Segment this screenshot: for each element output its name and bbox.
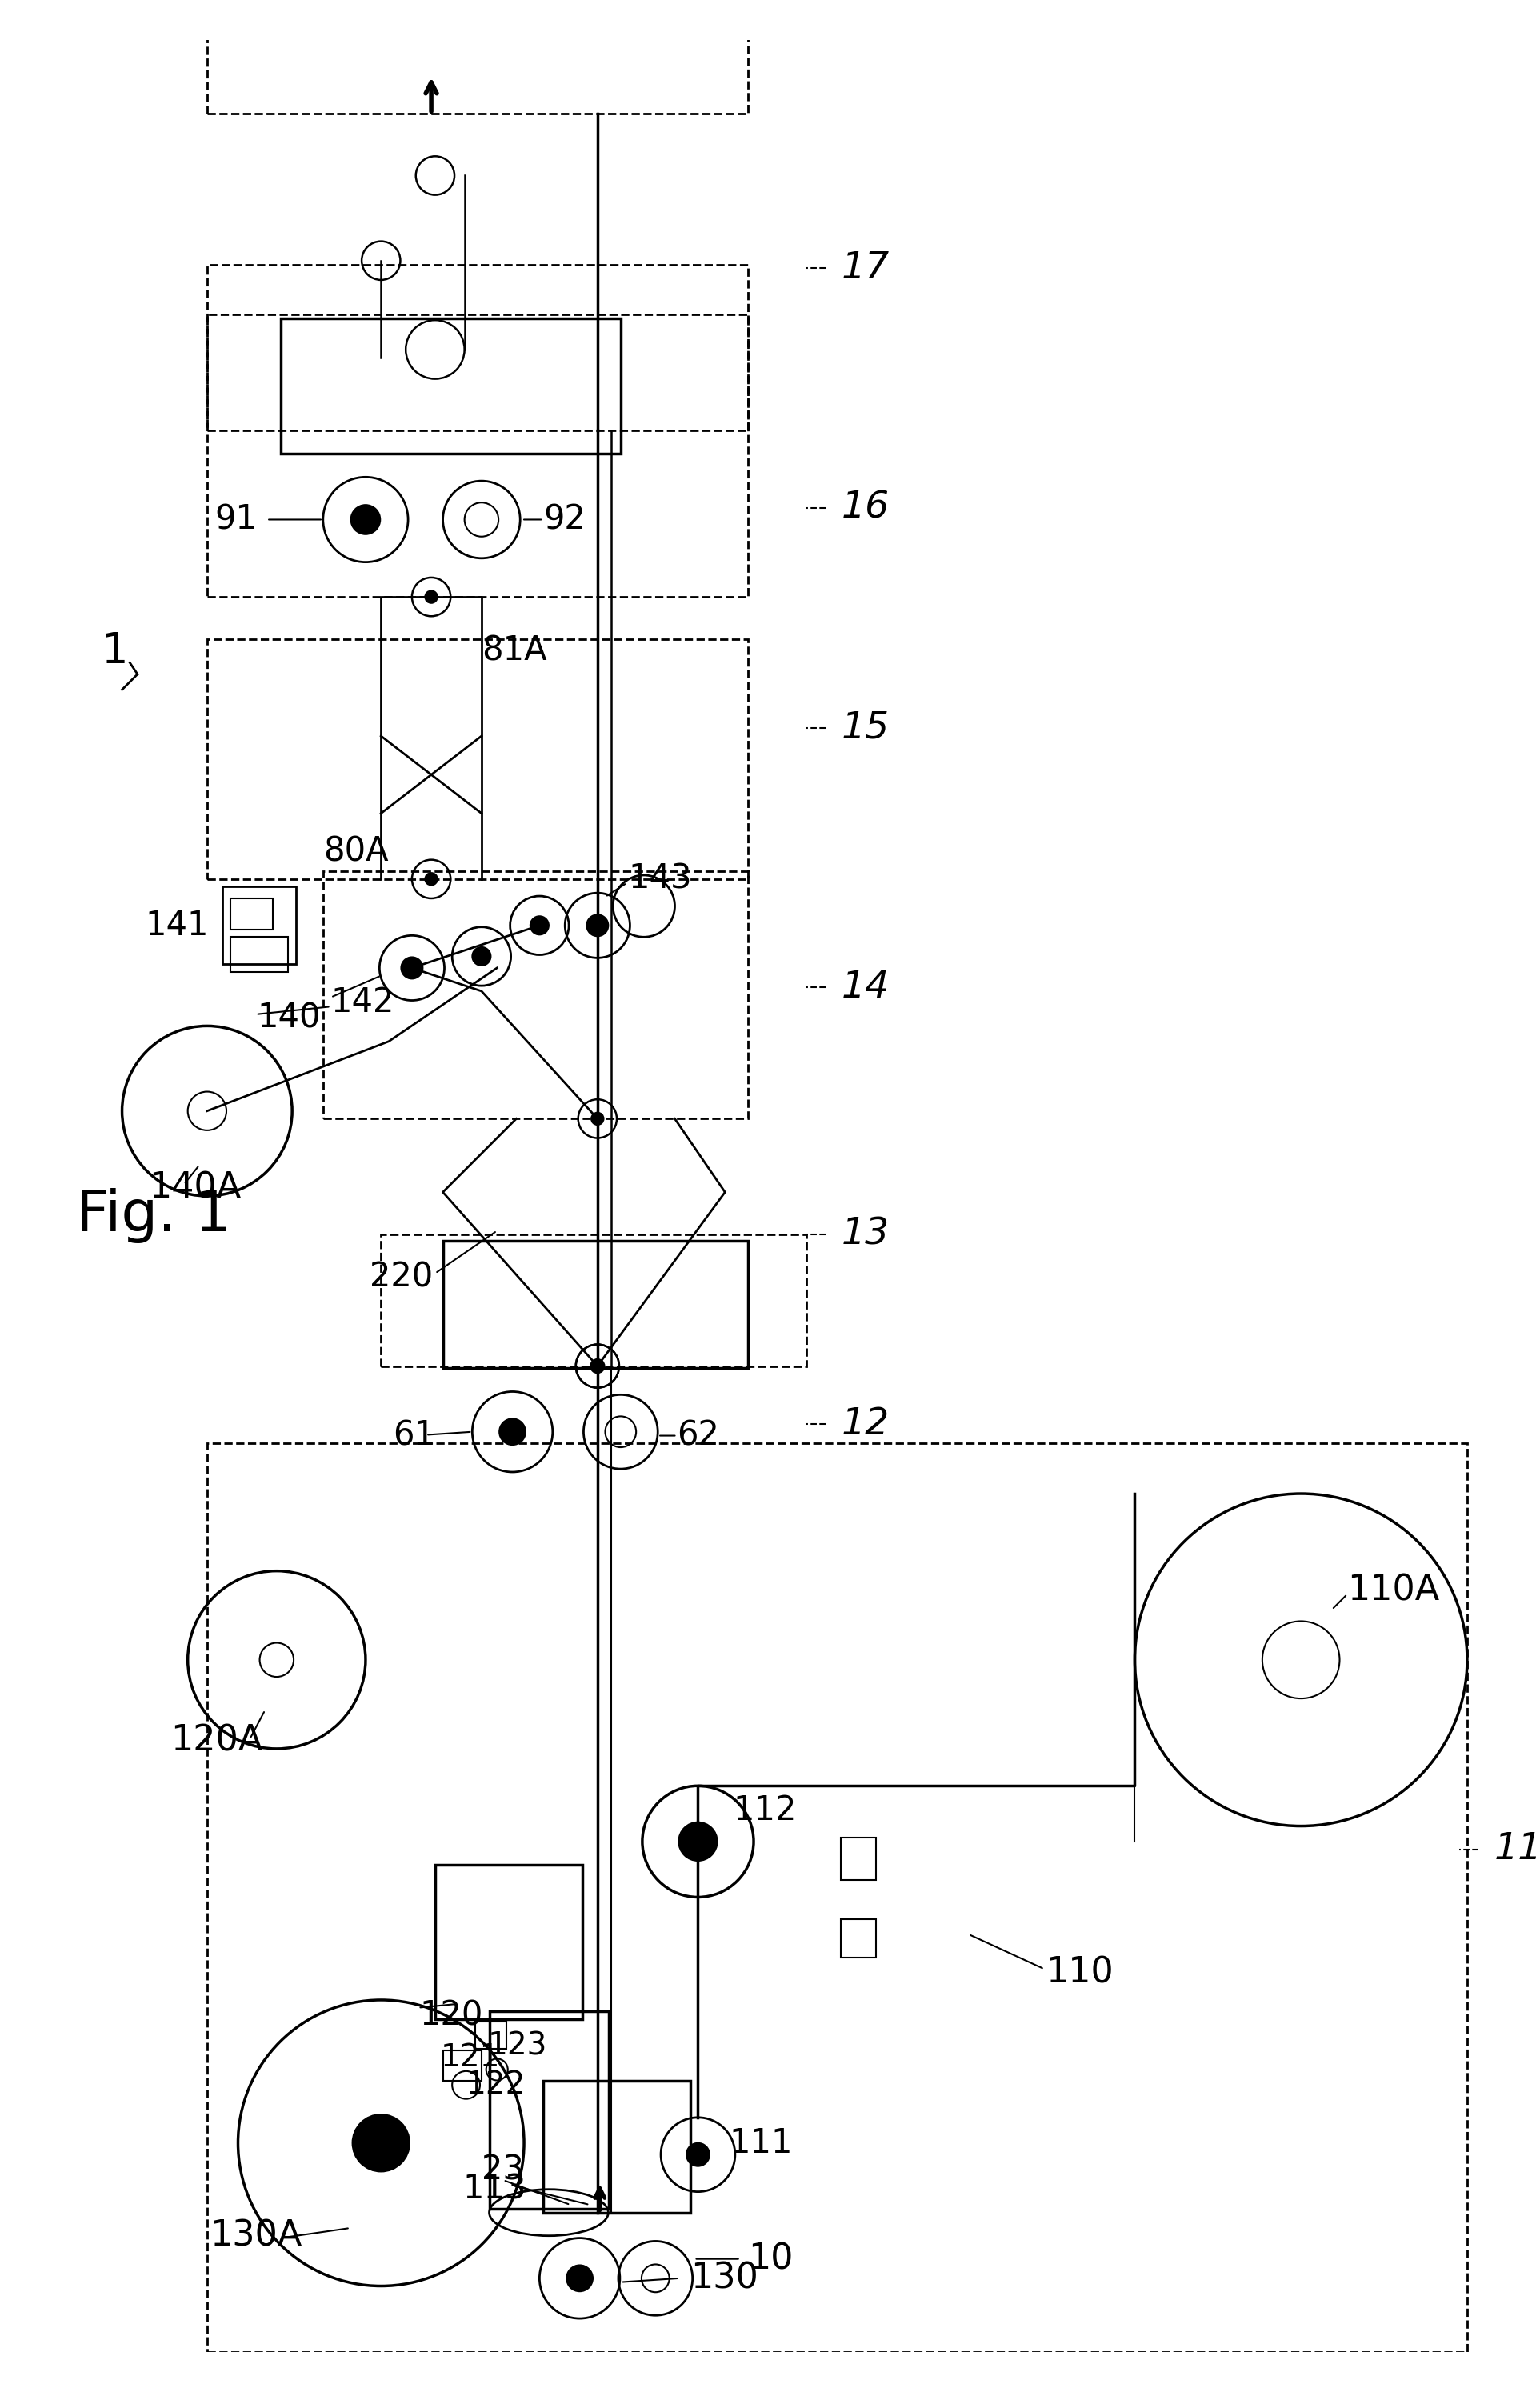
Text: 1: 1 bbox=[102, 629, 128, 672]
Text: 17: 17 bbox=[841, 251, 889, 287]
Text: 120: 120 bbox=[420, 2000, 484, 2033]
Bar bbox=[444, 1241, 748, 1368]
Text: 120A: 120A bbox=[171, 1725, 263, 1758]
Bar bbox=[206, 639, 748, 878]
Bar bbox=[544, 2081, 690, 2213]
Bar bbox=[436, 1866, 582, 2019]
Text: Fig. 1: Fig. 1 bbox=[75, 1189, 231, 1244]
Circle shape bbox=[565, 2265, 593, 2292]
Text: 122: 122 bbox=[467, 2069, 525, 2100]
Text: 11: 11 bbox=[1494, 1832, 1540, 1868]
Bar bbox=[444, 2050, 482, 2081]
Text: 130: 130 bbox=[690, 2260, 758, 2296]
Text: 61: 61 bbox=[393, 1418, 434, 1452]
Circle shape bbox=[425, 873, 439, 885]
Text: 111: 111 bbox=[728, 2126, 793, 2160]
Circle shape bbox=[400, 957, 424, 981]
Text: 81A: 81A bbox=[482, 634, 547, 667]
Bar bbox=[231, 938, 288, 971]
Bar bbox=[280, 318, 621, 454]
Bar bbox=[206, 1442, 1468, 2351]
Text: 10: 10 bbox=[748, 2241, 793, 2277]
Circle shape bbox=[425, 591, 439, 603]
Text: 12: 12 bbox=[841, 1406, 889, 1442]
Circle shape bbox=[530, 916, 550, 935]
Bar bbox=[206, 316, 748, 598]
Circle shape bbox=[499, 1418, 527, 1445]
Circle shape bbox=[471, 947, 491, 966]
Bar bbox=[841, 1837, 876, 1880]
Circle shape bbox=[350, 505, 380, 536]
Text: 130A: 130A bbox=[209, 2217, 302, 2253]
Bar bbox=[231, 899, 273, 930]
Circle shape bbox=[585, 914, 608, 938]
Text: 141: 141 bbox=[145, 909, 208, 942]
Text: 62: 62 bbox=[678, 1418, 719, 1452]
Circle shape bbox=[685, 2143, 710, 2167]
Bar bbox=[476, 2021, 507, 2048]
Circle shape bbox=[590, 1359, 605, 1373]
Bar bbox=[841, 1918, 876, 1957]
Text: 13: 13 bbox=[841, 1218, 889, 1253]
Text: 220: 220 bbox=[370, 1261, 433, 1294]
Bar bbox=[380, 1234, 807, 1366]
Text: 91: 91 bbox=[216, 502, 257, 536]
Circle shape bbox=[351, 2115, 410, 2172]
Text: 142: 142 bbox=[331, 986, 394, 1019]
Text: 123: 123 bbox=[488, 2031, 547, 2062]
Text: 113: 113 bbox=[464, 2172, 527, 2205]
Text: 121: 121 bbox=[440, 2043, 500, 2074]
Text: 140: 140 bbox=[257, 1002, 320, 1036]
Text: 92: 92 bbox=[544, 502, 585, 536]
Text: 110: 110 bbox=[1046, 1957, 1113, 1990]
Text: 110A: 110A bbox=[1348, 1574, 1440, 1607]
Circle shape bbox=[678, 1820, 718, 1861]
Text: 140A: 140A bbox=[149, 1172, 242, 1206]
Text: 16: 16 bbox=[841, 490, 889, 526]
Bar bbox=[323, 871, 748, 1119]
Circle shape bbox=[590, 1112, 604, 1127]
Text: 15: 15 bbox=[841, 710, 889, 746]
Bar bbox=[490, 2012, 608, 2208]
Bar bbox=[223, 887, 296, 964]
Bar bbox=[206, 266, 748, 431]
Text: 80A: 80A bbox=[323, 835, 388, 868]
Text: 14: 14 bbox=[841, 969, 889, 1005]
Text: 112: 112 bbox=[733, 1794, 796, 1827]
Text: 23: 23 bbox=[482, 2153, 524, 2186]
Bar bbox=[206, 0, 748, 115]
Text: 143: 143 bbox=[628, 861, 691, 897]
